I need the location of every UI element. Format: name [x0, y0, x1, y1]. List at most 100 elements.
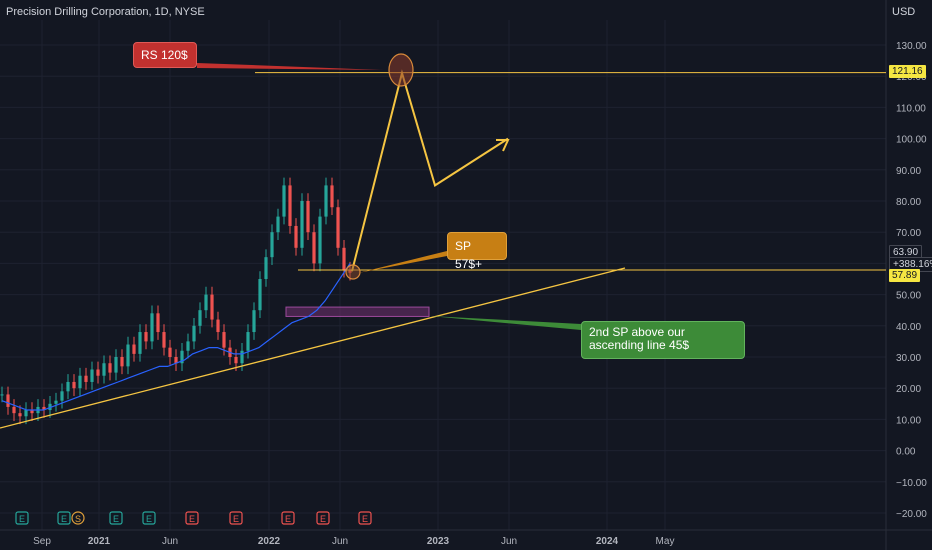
candle-body: [288, 185, 292, 226]
candle-body: [18, 413, 22, 417]
candle-body: [234, 357, 238, 364]
candle-body: [198, 310, 202, 326]
candle-body: [60, 391, 64, 401]
candle-body: [114, 357, 118, 373]
event-marker-label: E: [189, 514, 195, 524]
earnings-event-marker: [281, 511, 295, 525]
earnings-event-marker: [142, 511, 156, 525]
candle-body: [78, 375, 82, 389]
candle-body: [252, 310, 256, 333]
candle-body: [156, 313, 160, 333]
y-tick-label: 0.00: [896, 447, 916, 458]
earnings-event-marker: [229, 511, 243, 525]
event-marker-label: E: [19, 514, 25, 524]
resistance-circle: [388, 53, 414, 87]
candle-body: [312, 232, 316, 264]
y-tick-label: 10.00: [896, 415, 921, 426]
split-event-marker: [71, 511, 85, 525]
candle-body: [246, 332, 250, 351]
y-tick-label: 30.00: [896, 353, 921, 364]
candle-body: [102, 363, 106, 376]
resistance-callout[interactable]: RS 120$: [133, 42, 197, 68]
moving-average-line: [1, 263, 351, 411]
candle-body: [72, 381, 76, 389]
projection-path: [351, 69, 509, 272]
candle-body: [42, 406, 46, 411]
candle-body: [144, 332, 148, 342]
ascending-trendline: [0, 267, 626, 429]
x-tick-label: Jun: [501, 536, 517, 547]
x-tick-label: May: [656, 536, 675, 547]
y-tick-label: 100.00: [896, 135, 927, 146]
event-marker-label: S: [75, 514, 81, 524]
y-tick-label: −10.00: [896, 478, 927, 489]
candle-body: [126, 344, 130, 367]
earnings-event-marker: [57, 511, 71, 525]
candle-body: [330, 185, 334, 208]
candle-body: [210, 294, 214, 320]
candle-body: [168, 347, 172, 357]
candle-body: [270, 232, 274, 258]
x-tick-label: Jun: [162, 536, 178, 547]
candle-body: [108, 363, 112, 373]
candle-body: [30, 410, 34, 414]
candle-body: [84, 375, 88, 382]
candle-body: [282, 185, 286, 217]
x-tick-label: Sep: [33, 536, 51, 547]
candle-body: [186, 341, 190, 351]
candle-body: [264, 257, 268, 279]
candle-body: [138, 332, 142, 354]
y-tick-label: 20.00: [896, 384, 921, 395]
candle-body: [318, 216, 322, 264]
y-tick-label: 80.00: [896, 197, 921, 208]
event-marker-label: E: [113, 514, 119, 524]
support-callout[interactable]: SP 57$+: [447, 232, 507, 271]
level-tag-57: 57.89: [889, 269, 921, 282]
candle-body: [162, 332, 166, 348]
candle-body: [192, 325, 196, 342]
x-tick-label: 2022: [258, 536, 281, 547]
candle-body: [0, 394, 4, 396]
candle-body: [132, 344, 136, 354]
support-pointer: [358, 251, 447, 273]
level-tag-121: 121.16: [889, 65, 926, 78]
earnings-event-marker: [316, 511, 330, 525]
candle-body: [276, 216, 280, 233]
candle-body: [6, 394, 10, 407]
y-tick-label: 90.00: [896, 166, 921, 177]
candle-body: [240, 350, 244, 364]
earnings-event-marker: [109, 511, 123, 525]
support-zone: [285, 306, 430, 317]
candle-body: [222, 332, 226, 348]
candle-body: [324, 185, 328, 217]
candle-body: [150, 313, 154, 342]
resistance-pointer: [197, 63, 383, 70]
candle-body: [306, 201, 310, 233]
candle-body: [12, 406, 16, 414]
earnings-event-marker: [358, 511, 372, 525]
support-circle: [345, 264, 361, 280]
y-tick-label: 50.00: [896, 291, 921, 302]
x-tick-label: 2023: [427, 536, 450, 547]
y-tick-label: 130.00: [896, 41, 927, 52]
event-marker-label: E: [61, 514, 67, 524]
y-tick-label: 40.00: [896, 322, 921, 333]
x-tick-label: Jun: [332, 536, 348, 547]
earnings-event-marker: [185, 511, 199, 525]
event-marker-label: E: [233, 514, 239, 524]
second-support-callout[interactable]: 2nd SP above our ascending line 45$: [581, 321, 745, 359]
event-marker-label: E: [146, 514, 152, 524]
x-tick-label: 2024: [596, 536, 619, 547]
event-marker-label: E: [320, 514, 326, 524]
second-support-pointer: [430, 316, 581, 330]
candle-body: [216, 319, 220, 333]
candle-body: [204, 294, 208, 311]
candle-body: [96, 369, 100, 376]
candle-body: [258, 279, 262, 311]
y-tick-label: 70.00: [896, 228, 921, 239]
y-tick-label: 110.00: [896, 103, 926, 114]
candle-body: [66, 381, 70, 392]
projection-arrowhead: [496, 139, 510, 152]
candle-body: [336, 207, 340, 248]
